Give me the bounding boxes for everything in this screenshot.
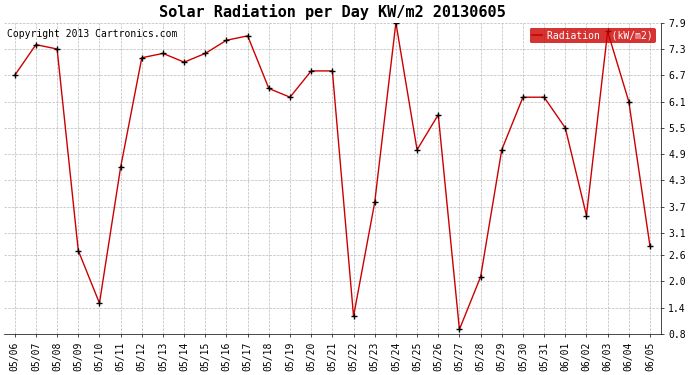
Text: Copyright 2013 Cartronics.com: Copyright 2013 Cartronics.com bbox=[8, 29, 178, 39]
Title: Solar Radiation per Day KW/m2 20130605: Solar Radiation per Day KW/m2 20130605 bbox=[159, 4, 506, 20]
Legend: Radiation  (kW/m2): Radiation (kW/m2) bbox=[529, 28, 656, 44]
